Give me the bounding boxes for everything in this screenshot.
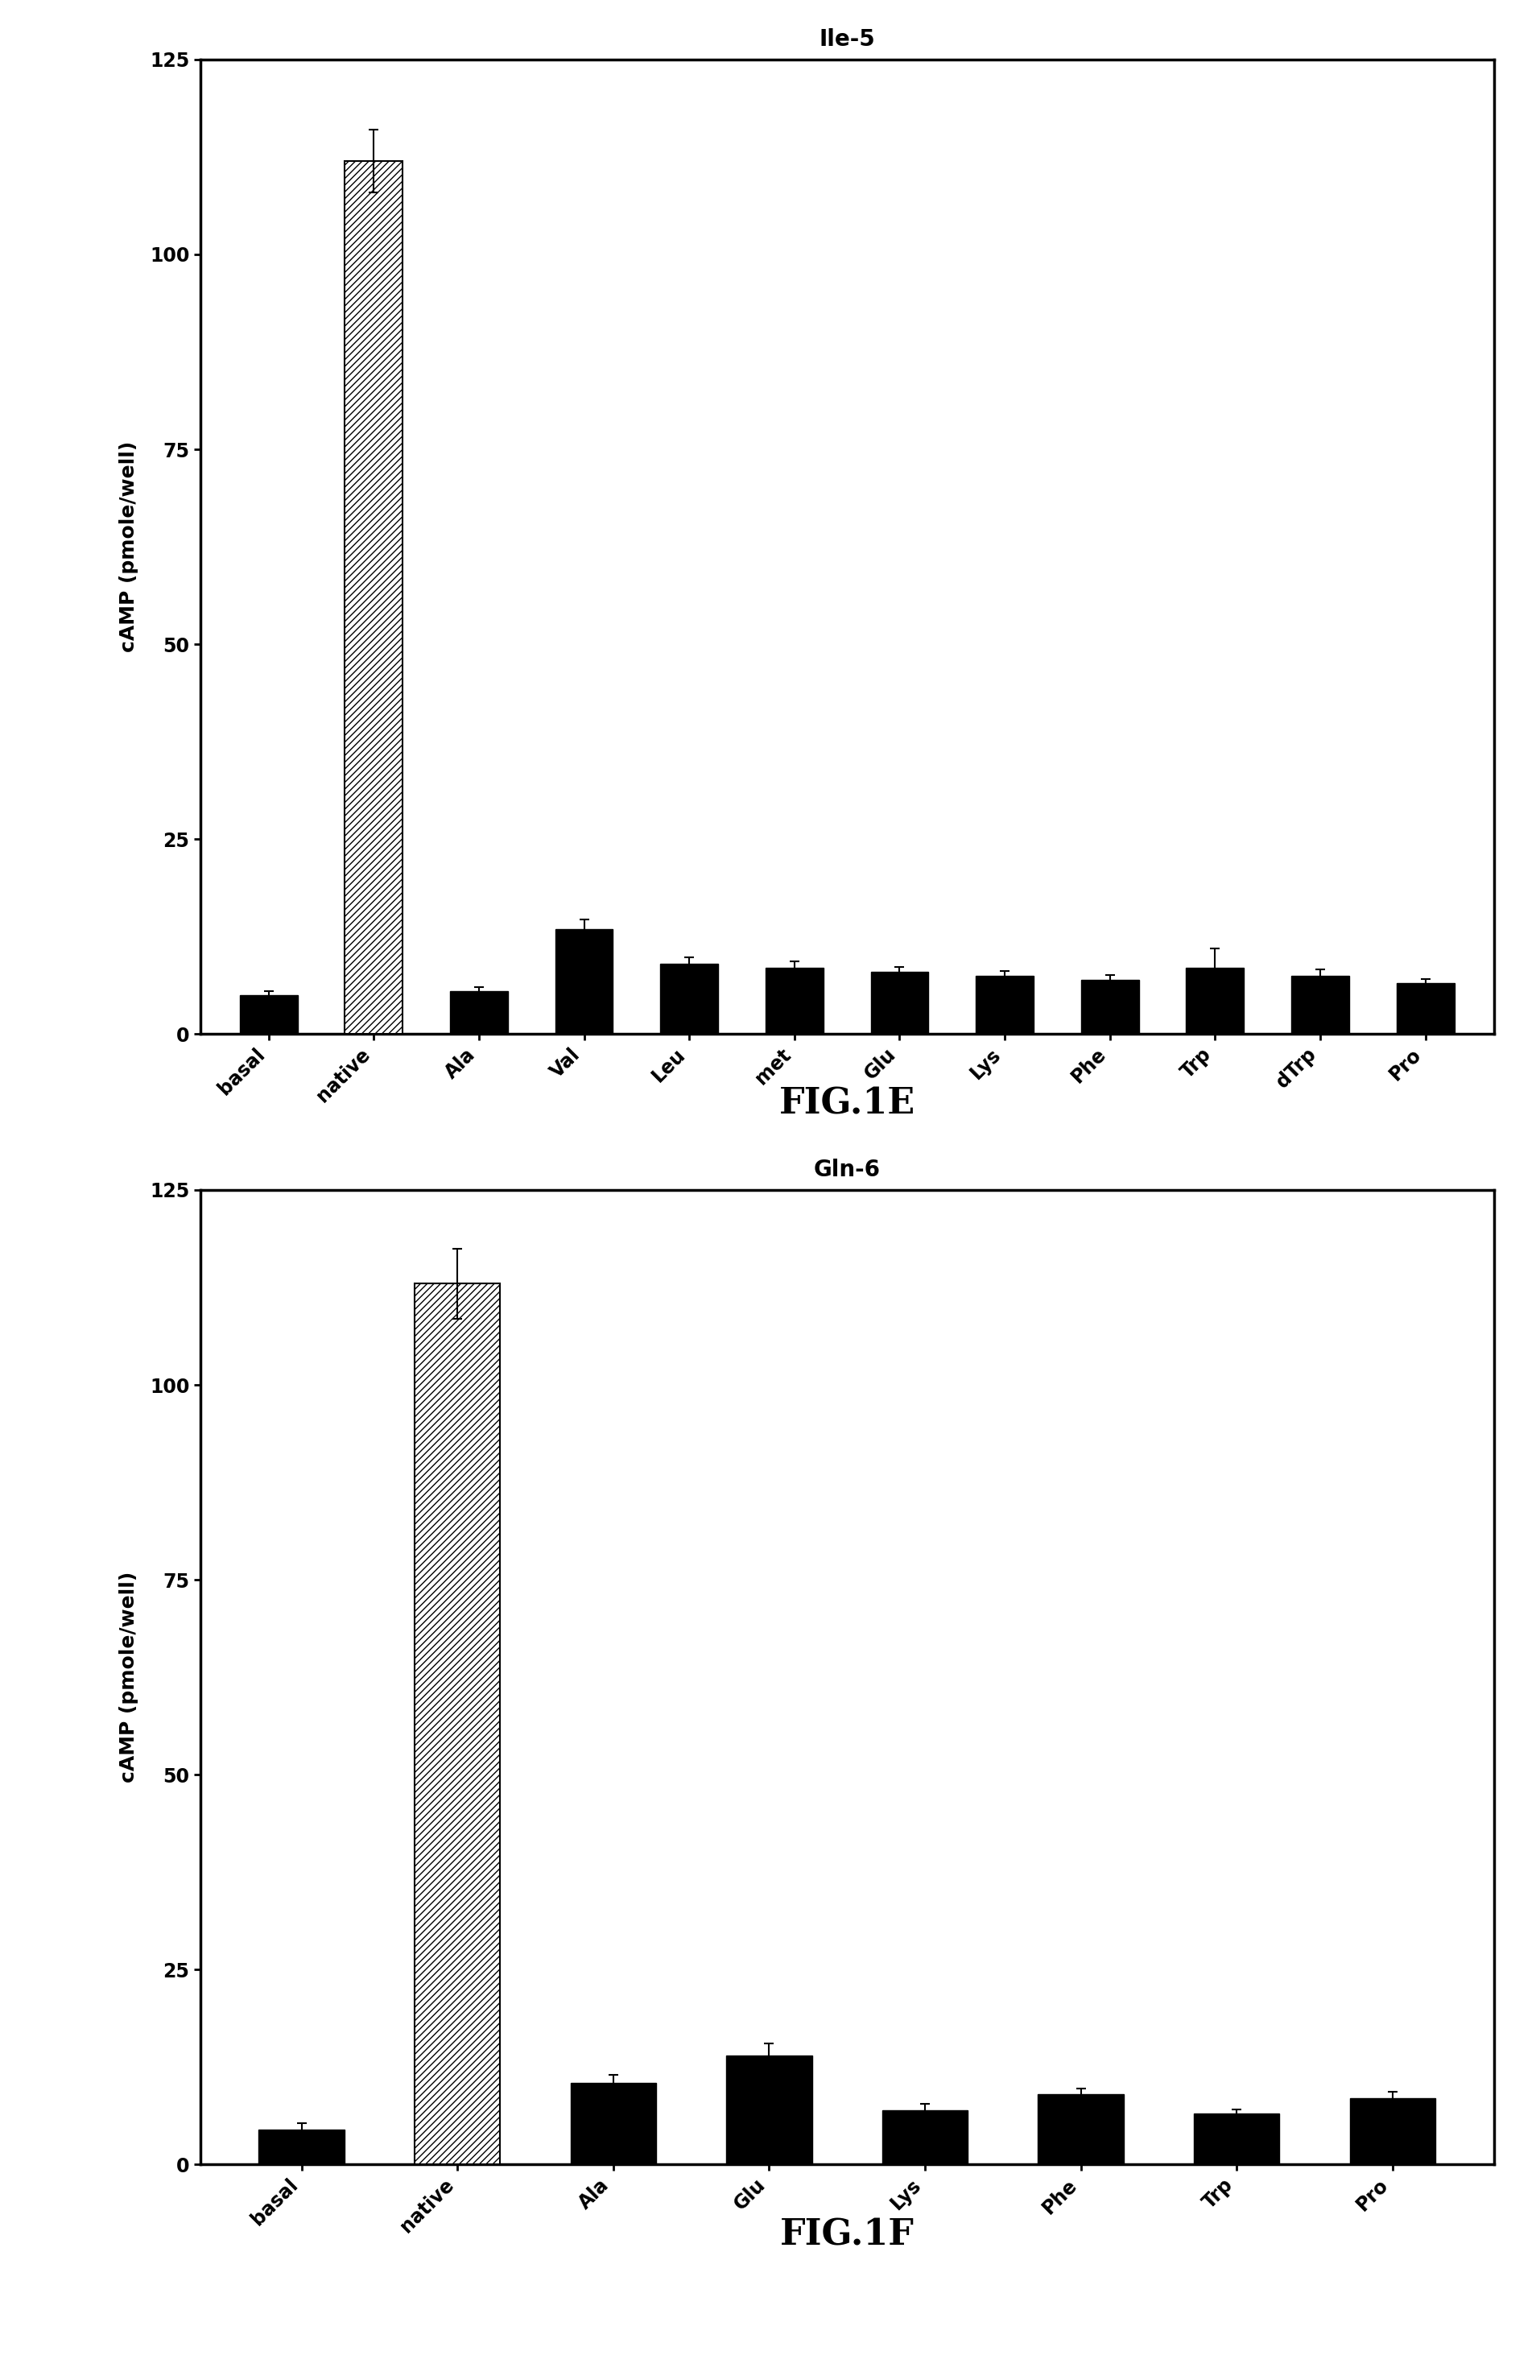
Y-axis label: cAMP (pmole/well): cAMP (pmole/well) bbox=[119, 440, 139, 652]
Bar bbox=[450, 990, 508, 1033]
Bar bbox=[1292, 976, 1349, 1033]
Bar bbox=[570, 2082, 656, 2163]
Bar bbox=[765, 969, 824, 1033]
Bar bbox=[554, 928, 613, 1033]
Bar bbox=[259, 2130, 345, 2163]
Bar bbox=[1186, 969, 1244, 1033]
Bar bbox=[1038, 2094, 1124, 2163]
Y-axis label: cAMP (pmole/well): cAMP (pmole/well) bbox=[119, 1571, 139, 1783]
Bar bbox=[1397, 983, 1454, 1033]
Bar bbox=[1349, 2099, 1435, 2163]
Text: FIG.1F: FIG.1F bbox=[779, 2218, 915, 2251]
Bar bbox=[661, 964, 718, 1033]
Bar bbox=[870, 971, 929, 1033]
Bar bbox=[1081, 981, 1140, 1033]
Title: Gln-6: Gln-6 bbox=[813, 1159, 881, 1180]
Bar bbox=[976, 976, 1033, 1033]
Bar bbox=[1194, 2113, 1280, 2163]
Bar bbox=[727, 2056, 812, 2163]
Bar bbox=[882, 2111, 967, 2163]
Text: FIG.1E: FIG.1E bbox=[779, 1088, 915, 1121]
Bar bbox=[240, 995, 297, 1033]
Bar bbox=[414, 1283, 500, 2163]
Title: Ile-5: Ile-5 bbox=[819, 29, 875, 50]
Bar bbox=[345, 162, 402, 1033]
